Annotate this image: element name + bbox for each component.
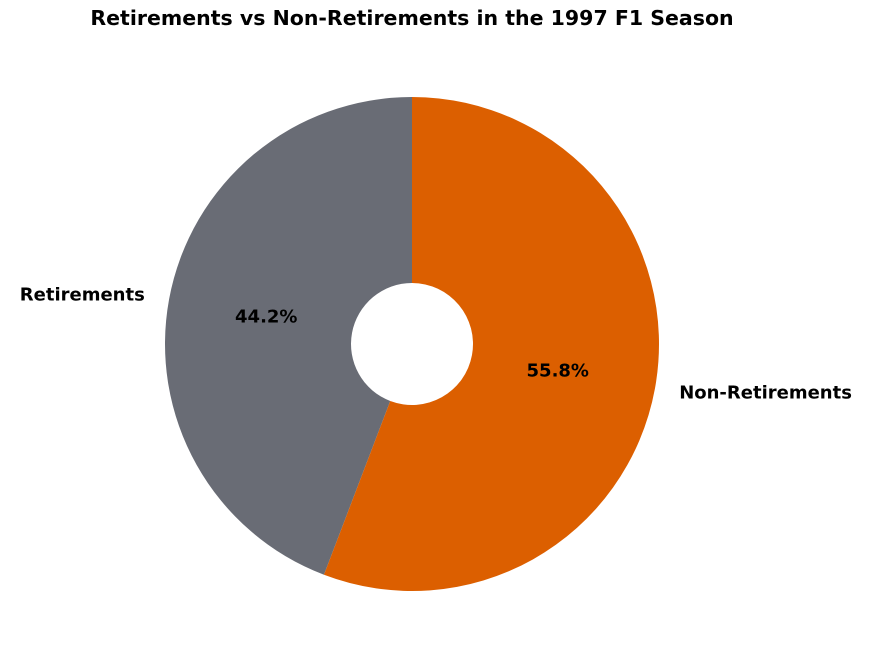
percent-label-retirements: 44.2%: [235, 307, 297, 328]
category-label-non-retirements: Non-Retirements: [679, 383, 852, 404]
chart-title: Retirements vs Non-Retirements in the 19…: [90, 6, 734, 30]
slice-retirements: [165, 97, 412, 575]
percent-label-non-retirements: 55.8%: [527, 360, 589, 381]
category-label-retirements: Retirements: [20, 284, 145, 305]
slice-non-retirements: [323, 97, 660, 592]
